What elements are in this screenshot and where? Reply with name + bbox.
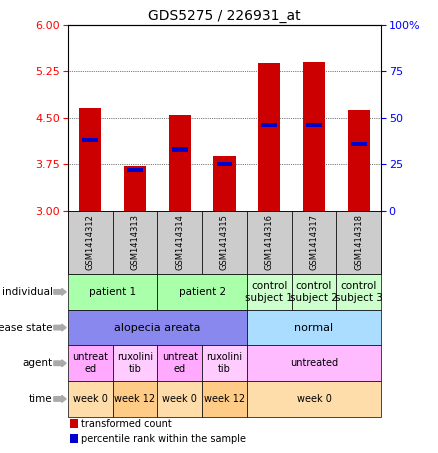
Bar: [70, 419, 78, 428]
Bar: [157, 381, 202, 417]
Bar: [292, 211, 336, 274]
Text: normal: normal: [294, 323, 333, 333]
Bar: [247, 274, 292, 310]
Text: untreat
ed: untreat ed: [72, 352, 108, 374]
Bar: [261, 123, 277, 127]
Bar: [306, 123, 322, 127]
FancyArrow shape: [54, 360, 66, 366]
Text: ruxolini
tib: ruxolini tib: [117, 352, 153, 374]
Bar: [68, 211, 113, 274]
Text: untreated: untreated: [290, 358, 338, 368]
Bar: [247, 310, 381, 345]
Text: GSM1414315: GSM1414315: [220, 214, 229, 270]
Text: alopecia areata: alopecia areata: [114, 323, 201, 333]
Text: patient 2: patient 2: [179, 287, 226, 297]
FancyArrow shape: [54, 289, 66, 295]
Bar: [124, 166, 146, 211]
Bar: [247, 381, 381, 417]
Text: week 0: week 0: [73, 394, 108, 404]
Bar: [351, 142, 367, 146]
Bar: [258, 63, 280, 211]
Text: GSM1414313: GSM1414313: [131, 214, 139, 270]
Text: time: time: [29, 394, 53, 404]
Bar: [217, 162, 232, 166]
Text: control
subject 3: control subject 3: [335, 281, 383, 303]
Text: week 0: week 0: [297, 394, 332, 404]
Text: GSM1414312: GSM1414312: [86, 214, 95, 270]
Bar: [113, 345, 157, 381]
Text: percentile rank within the sample: percentile rank within the sample: [81, 434, 247, 443]
Bar: [68, 274, 157, 310]
Text: week 0: week 0: [162, 394, 197, 404]
FancyArrow shape: [54, 324, 66, 331]
Bar: [336, 274, 381, 310]
Title: GDS5275 / 226931_at: GDS5275 / 226931_at: [148, 9, 301, 23]
Bar: [303, 62, 325, 211]
Text: week 12: week 12: [114, 394, 155, 404]
Text: transformed count: transformed count: [81, 419, 172, 429]
FancyArrow shape: [54, 395, 66, 402]
Bar: [68, 211, 381, 274]
Text: week 12: week 12: [204, 394, 245, 404]
Bar: [70, 434, 78, 443]
Bar: [68, 310, 247, 345]
Bar: [68, 381, 113, 417]
Bar: [82, 138, 98, 142]
Bar: [113, 211, 157, 274]
Text: GSM1414317: GSM1414317: [310, 214, 318, 270]
Text: agent: agent: [22, 358, 53, 368]
Bar: [336, 211, 381, 274]
Bar: [157, 274, 247, 310]
Text: ruxolini
tib: ruxolini tib: [206, 352, 243, 374]
Text: GSM1414314: GSM1414314: [175, 214, 184, 270]
Text: GSM1414318: GSM1414318: [354, 214, 363, 270]
Bar: [68, 345, 113, 381]
Bar: [157, 211, 202, 274]
Bar: [169, 115, 191, 211]
Text: disease state: disease state: [0, 323, 53, 333]
Bar: [292, 274, 336, 310]
Bar: [79, 108, 102, 211]
Text: individual: individual: [2, 287, 53, 297]
Bar: [247, 211, 292, 274]
Text: patient 1: patient 1: [89, 287, 136, 297]
Text: control
subject 1: control subject 1: [245, 281, 293, 303]
Bar: [247, 345, 381, 381]
Bar: [127, 168, 143, 172]
Bar: [202, 381, 247, 417]
Bar: [213, 156, 236, 211]
Bar: [347, 111, 370, 211]
Text: untreat
ed: untreat ed: [162, 352, 198, 374]
Bar: [172, 147, 187, 151]
Text: GSM1414316: GSM1414316: [265, 214, 274, 270]
Bar: [202, 211, 247, 274]
Bar: [202, 345, 247, 381]
Bar: [157, 345, 202, 381]
Text: control
subject 2: control subject 2: [290, 281, 338, 303]
Bar: [113, 381, 157, 417]
